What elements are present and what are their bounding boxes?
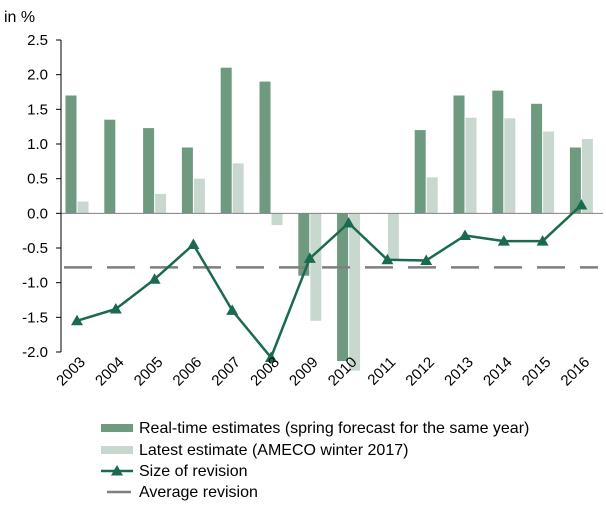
latest-estimate-bar-2007: [232, 163, 244, 214]
latest-estimate-bar-2015: [543, 131, 555, 214]
x-tick-label-2007: 2007: [208, 354, 244, 390]
y-tick-label: 0.5: [27, 171, 48, 188]
y-tick-label: -2.0: [22, 344, 48, 361]
y-tick-label: -1.0: [22, 275, 48, 292]
revision-marker-2012: [420, 254, 433, 265]
revision-marker-2004: [109, 303, 122, 314]
latest-estimate-bar-2006: [193, 178, 205, 214]
revision-marker-2009: [303, 252, 316, 263]
latest-estimate-bar-2003: [77, 201, 89, 214]
size-of-revision-line: [71, 199, 588, 363]
revision-marker-2005: [148, 273, 161, 284]
x-ticks: 2003 2004 2005 2006 2007 2008 2009 2010 2011 2012…: [53, 354, 593, 390]
x-tick-label-2011: 2011: [364, 354, 399, 389]
latest-estimate-bar-2005: [155, 193, 167, 214]
y-tick-label: 2.0: [27, 67, 48, 84]
x-tick-label-2006: 2006: [170, 354, 206, 390]
revision-marker-2015: [536, 235, 549, 246]
y-ticks: -2.0 -1.5 -1.0 -0.5 0.0 0.5 1.0 1.5 2.0 2.5: [22, 32, 61, 361]
real-time-bar-2015: [531, 103, 543, 214]
y-axis-unit-label: in %: [4, 9, 35, 26]
revision-marker-2011: [381, 253, 394, 265]
real-time-bar-2013: [453, 95, 465, 214]
bars-layer: [65, 67, 593, 371]
latest-estimate-bar-2016: [581, 139, 593, 214]
latest-estimate-bar-2011: [387, 213, 399, 260]
revision-marker-2006: [187, 238, 200, 250]
x-tick-label-2003: 2003: [53, 354, 89, 390]
legend-swatch-real-time: [101, 424, 133, 432]
real-time-bar-2003: [65, 95, 77, 214]
legend-item-average-revision: Average revision: [107, 484, 258, 501]
x-tick-label-2013: 2013: [441, 354, 477, 390]
latest-estimate-bar-2010: [349, 213, 361, 371]
legend-label-latest-estimate: Latest estimate (AMECO winter 2017): [139, 442, 408, 459]
legend-item-size-of-revision: Size of revision: [101, 463, 248, 480]
x-tick-label-2004: 2004: [92, 354, 128, 390]
latest-estimate-bar-2012: [426, 177, 438, 214]
y-tick-label: -1.5: [22, 309, 48, 326]
latest-estimate-bar-2013: [465, 117, 477, 214]
legend-label-average-revision: Average revision: [139, 484, 258, 501]
legend-swatch-latest-estimate: [101, 446, 133, 454]
real-time-bar-2004: [104, 119, 116, 214]
legend: Real-time estimates (spring forecast for…: [101, 420, 529, 501]
real-time-bar-2012: [414, 130, 426, 214]
x-tick-label-2015: 2015: [519, 354, 555, 390]
revision-marker-2007: [226, 304, 239, 315]
x-tick-label-2014: 2014: [480, 354, 516, 390]
real-time-bar-2006: [181, 147, 193, 214]
revision-marker-2014: [497, 235, 510, 246]
x-tick-label-2009: 2009: [286, 354, 322, 390]
revision-marker-2008: [265, 351, 277, 363]
legend-swatch-revision-marker: [111, 465, 123, 476]
revision-marker-2010: [342, 217, 355, 228]
real-time-bar-2010: [337, 213, 349, 361]
y-tick-label: 0.0: [27, 205, 48, 222]
y-tick-label: 2.5: [27, 32, 48, 49]
latest-estimate-bar-2009: [310, 213, 322, 321]
legend-item-real-time: Real-time estimates (spring forecast for…: [101, 420, 529, 437]
revision-marker-2016: [575, 199, 588, 210]
x-tick-label-2016: 2016: [558, 354, 594, 390]
x-tick-label-2012: 2012: [402, 354, 438, 390]
revision-marker-2013: [459, 229, 471, 241]
real-time-bar-2014: [492, 90, 504, 214]
x-tick-label-2005: 2005: [131, 354, 167, 390]
real-time-bar-2016: [569, 147, 581, 214]
latest-estimate-bar-2014: [504, 118, 516, 214]
legend-label-size-of-revision: Size of revision: [139, 463, 248, 480]
x-tick-label-2008: 2008: [247, 354, 283, 390]
y-tick-label: 1.0: [27, 136, 48, 153]
revision-marker-2003: [71, 314, 83, 326]
real-time-bar-2008: [259, 81, 271, 214]
y-tick-label: 1.5: [27, 101, 48, 118]
legend-item-latest-estimate: Latest estimate (AMECO winter 2017): [101, 442, 408, 459]
real-time-bar-2009: [298, 213, 310, 276]
y-tick-label: -0.5: [22, 240, 48, 257]
real-time-bar-2005: [143, 128, 155, 214]
revision-polyline: [76, 204, 583, 359]
legend-label-real-time: Real-time estimates (spring forecast for…: [139, 420, 529, 437]
real-time-bar-2007: [220, 67, 232, 214]
latest-estimate-bar-2008: [271, 213, 283, 226]
